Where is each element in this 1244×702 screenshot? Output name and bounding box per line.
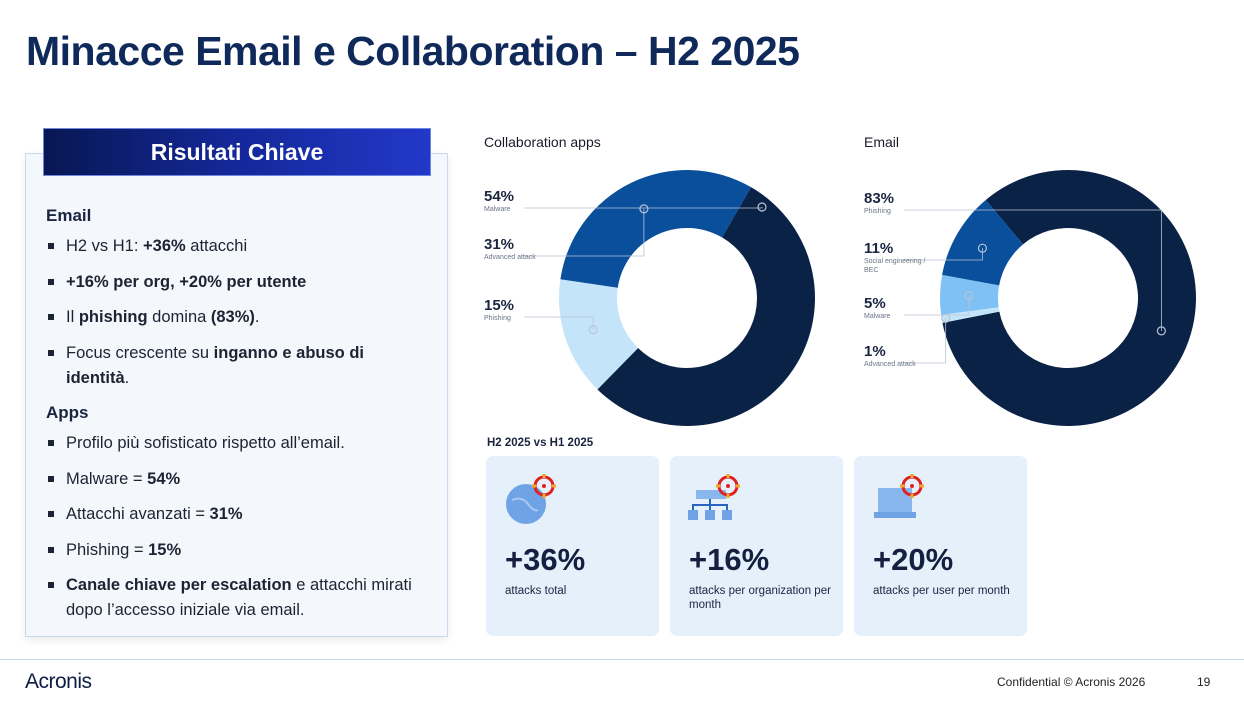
slice-name: Malware bbox=[864, 313, 891, 320]
donut-slice-phishing bbox=[942, 170, 1196, 426]
slice-name: Phishing bbox=[864, 208, 891, 215]
bullet-text: domina bbox=[147, 308, 211, 326]
stat-value: +20% bbox=[873, 542, 954, 577]
slice-label: 5% Malware bbox=[864, 295, 934, 321]
slice-percent: 11% bbox=[864, 240, 894, 257]
bullet-item: +16% per org, +20% per utente bbox=[46, 270, 426, 295]
bullet-text: 31% bbox=[209, 505, 243, 523]
bullet-item: H2 vs H1: +36% attacchi bbox=[46, 234, 426, 259]
stat-description: attacks total bbox=[505, 585, 567, 597]
bullet-item: Attacchi avanzati = 31% bbox=[46, 502, 426, 527]
leader-dot bbox=[941, 313, 951, 323]
acronis-logo: Acronis bbox=[25, 670, 92, 693]
stat-card: +20% attacks per user per month bbox=[854, 456, 1027, 636]
laptop-target-icon bbox=[874, 474, 924, 518]
section-heading: Apps bbox=[46, 403, 89, 422]
chart-title: Collaboration apps bbox=[484, 134, 601, 150]
slice-name: Phishing bbox=[484, 315, 511, 322]
slice-percent: 1% bbox=[864, 343, 886, 360]
leader-line bbox=[904, 295, 970, 316]
section-heading: Email bbox=[46, 206, 92, 225]
bullet-text: (83%) bbox=[210, 308, 255, 326]
bullet-item: Malware = 54% bbox=[46, 467, 426, 492]
slice-name: Advanced attack bbox=[864, 361, 916, 368]
slice-name: Social engineering / BEC bbox=[864, 258, 926, 274]
leader-line bbox=[904, 209, 1162, 331]
slice-label: 15% Phishing bbox=[484, 297, 554, 323]
bullet-item: Il phishing domina (83%). bbox=[46, 305, 426, 330]
leader-dot bbox=[977, 243, 988, 253]
slice-name: Malware bbox=[484, 206, 511, 213]
donut-slice-advanced-attack bbox=[941, 307, 1000, 323]
bullet-text: . bbox=[124, 368, 130, 387]
key-results-content: Email H2 vs H1: +36% attacchi +16% per org… bbox=[46, 204, 426, 634]
org-chart-target-icon bbox=[688, 474, 740, 520]
leader-dot bbox=[1156, 326, 1166, 336]
slice-label: 83% Phishing bbox=[864, 190, 934, 216]
donut-slice-advanced-attack bbox=[560, 170, 751, 288]
chart-title: Email bbox=[864, 134, 900, 150]
slice-name: Advanced attack bbox=[484, 254, 536, 261]
bullet-text: e attacchi mirati dopo l’accesso inizial… bbox=[66, 576, 412, 619]
slice-label: 31% Advanced attack bbox=[484, 236, 554, 262]
bullet-text: phishing bbox=[78, 308, 148, 326]
slice-label: 1% Advanced attack bbox=[864, 343, 934, 369]
stat-description: attacks per user per month bbox=[873, 585, 1010, 597]
page-number: 19 bbox=[1197, 675, 1211, 689]
bullet-text: Profilo più sofisticato rispetto all’ema… bbox=[66, 434, 345, 452]
stat-description: attacks per organization per month bbox=[689, 585, 831, 611]
page-title: Minacce Email e Collaboration – H2 2025 bbox=[26, 28, 800, 74]
donut-slice-malware bbox=[939, 274, 1000, 315]
globe-target-icon bbox=[506, 474, 556, 524]
bullet-text: Phishing = bbox=[66, 540, 149, 559]
leader-dot bbox=[639, 204, 649, 214]
bullet-text: +36% bbox=[143, 237, 186, 255]
bullet-item: Phishing = 15% bbox=[46, 538, 426, 563]
key-results-header: Risultati Chiave bbox=[43, 128, 431, 176]
bullet-text: Malware = bbox=[66, 469, 148, 488]
slice-percent: 15% bbox=[484, 297, 515, 314]
bullet-text: Attacchi avanzati = bbox=[66, 505, 210, 523]
bullet-text: Canale chiave per escalation bbox=[66, 576, 292, 594]
bullet-item: Focus crescente su inganno e abuso di id… bbox=[46, 341, 426, 391]
bullet-text: Il bbox=[66, 308, 79, 326]
donut-slice-malware bbox=[597, 187, 815, 426]
bullet-text: . bbox=[254, 308, 260, 326]
bullet-text: 15% bbox=[148, 540, 182, 559]
bullet-text: H2 vs H1: bbox=[66, 237, 144, 255]
donut-slice-phishing bbox=[559, 279, 639, 390]
slice-label: 11% Social engineering / BEC bbox=[864, 240, 934, 275]
leader-line bbox=[904, 318, 947, 364]
bullet-text: Focus crescente su bbox=[66, 343, 214, 362]
slice-percent: 83% bbox=[864, 190, 895, 207]
bullet-text: inganno e abuso di identità bbox=[66, 343, 364, 387]
footer-divider bbox=[0, 659, 1244, 660]
stat-card: +36% attacks total bbox=[486, 456, 659, 636]
bullet-text: 54% bbox=[147, 469, 181, 488]
slice-percent: 31% bbox=[484, 236, 515, 253]
stat-value: +36% bbox=[505, 542, 586, 577]
bullet-item: Canale chiave per escalation e attacchi … bbox=[46, 573, 426, 623]
key-results-panel bbox=[25, 153, 448, 637]
leader-dot bbox=[757, 202, 767, 212]
slice-percent: 5% bbox=[864, 295, 886, 312]
confidential-text: Confidential © Acronis 2026 bbox=[997, 675, 1146, 689]
comparison-label: H2 2025 vs H1 2025 bbox=[487, 437, 594, 449]
bullet-item: Profilo più sofisticato rispetto all’ema… bbox=[46, 431, 426, 456]
slice-percent: 54% bbox=[484, 188, 515, 205]
bullet-text: +16% per org, +20% per utente bbox=[66, 272, 307, 291]
leader-line bbox=[524, 207, 763, 209]
bullet-text: attacchi bbox=[185, 237, 248, 255]
stat-value: +16% bbox=[689, 542, 770, 577]
leader-dot bbox=[964, 290, 974, 301]
leader-line bbox=[524, 208, 645, 257]
leader-dot bbox=[588, 324, 598, 335]
stat-card: +16% attacks per organization per month bbox=[670, 456, 843, 636]
donut-slice-social-engineering-bec bbox=[942, 199, 1024, 286]
slice-label: 54% Malware bbox=[484, 188, 554, 214]
